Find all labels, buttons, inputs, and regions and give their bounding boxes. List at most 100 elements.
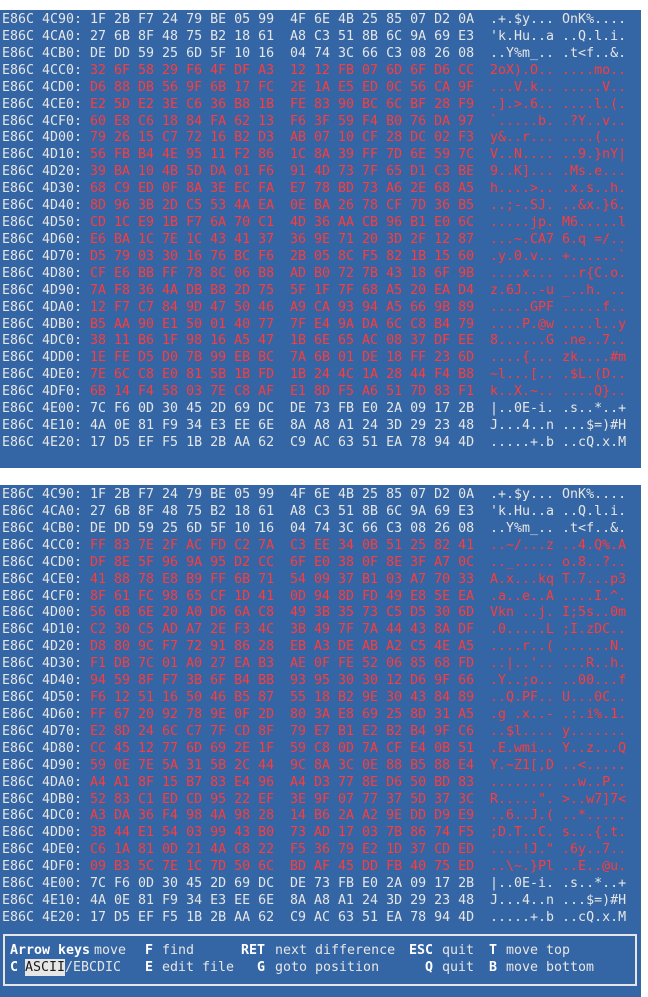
hex-row-diff: E86C 4DB0: 52 83 C1 ED CD 95 22 EF 3E 9F 0…	[0, 791, 641, 808]
key: C	[10, 960, 19, 975]
hex-bytes: A4 D3 77 8E D6 50 BD 83	[290, 774, 475, 790]
hex-bytes: 3B 49 7F 7A 44 43 8A DF	[290, 622, 475, 638]
hex-row: E86C 4E20: 17 D5 EF F5 1B 2B AA 62 C9 AC 6…	[0, 434, 641, 451]
hex-bytes: 12 12 FB 07 6D 6F D6 CC	[290, 62, 475, 78]
ascii-text: .Y..;o.. ..00...f	[490, 673, 627, 689]
key: Arrow keys	[10, 943, 91, 958]
key: ESC	[409, 943, 434, 958]
ascii-text: .+.$y... OnK%....	[490, 487, 627, 502]
ascii-text: Vkn ..j. I;5s..0m	[490, 605, 627, 621]
hex-bytes: 0E BA 26 78 CF 7D 36 B5	[290, 198, 475, 214]
hex-row: E86C 4C90: 1F 2B F7 24 79 BE 05 99 4F 6E 4…	[0, 486, 641, 503]
hex-row-diff: E86C 4CF0: 8F 61 FC 98 65 CF 1D 41 0D 94 8…	[0, 588, 641, 605]
hex-bytes: C3 EE 34 0B 51 25 82 41	[290, 537, 475, 553]
hex-row-diff: E86C 4D10: 56 FB B4 4E 95 11 F2 86 1C 8A 3…	[0, 146, 641, 163]
hex-row-diff: E86C 4D40: 8D 96 3B 2D C5 53 4A EA 0E BA 2…	[0, 197, 641, 214]
hex-bytes: 38 11 B6 1F 98 16 A5 47	[90, 333, 275, 349]
address: E86C 4E00:	[2, 401, 83, 417]
address: E86C 4D70:	[2, 723, 83, 739]
address: E86C 4CB0:	[2, 520, 83, 536]
key-desc: move	[94, 943, 127, 958]
address: E86C 4CF0:	[2, 113, 83, 129]
key-desc: goto position	[275, 960, 380, 975]
ascii-text: Y.~Z1[,D ..<.....	[490, 757, 627, 773]
hex-bytes: C9 AC 63 51 EA 78 94 4D	[290, 910, 475, 925]
address: E86C 4E20:	[2, 435, 83, 450]
hex-bytes: 79 E7 B1 E2 B2 B4 9F C6	[290, 723, 475, 739]
key: Q	[425, 960, 434, 975]
hex-bytes: A8 C3 51 8B 6C 9A 69 E3	[290, 503, 475, 519]
hex-bytes: 54 09 37 B1 03 A7 70 33	[290, 571, 475, 587]
ascii-text: |..0E-i. .s..*..+	[490, 401, 627, 417]
address: E86C 4DD0:	[2, 350, 83, 366]
address: E86C 4DD0:	[2, 825, 83, 841]
hex-bytes: 60 E8 C6 18 84 FA 62 13	[90, 113, 275, 129]
ascii-text: .....+.b ..cQ.x.M	[490, 435, 627, 450]
hex-row-diff: E86C 4D60: E6 BA 1C 7E 1C 43 41 37 36 9E 7…	[0, 231, 641, 248]
hex-bytes: 49 3B 35 73 C5 D5 30 6D	[290, 605, 475, 621]
key-desc: move top	[506, 943, 571, 958]
hex-row-diff: E86C 4CE0: 41 88 78 E8 B9 FF 6B 71 54 09 3…	[0, 571, 641, 588]
address: E86C 4D40:	[2, 673, 83, 689]
ascii-text: ...~.CA7 6.q =/..	[490, 231, 627, 247]
hex-bytes: 7C F6 0D 30 45 2D 69 DC	[90, 876, 275, 892]
key-desc: next difference	[275, 943, 396, 958]
address: E86C 4D20:	[2, 639, 83, 655]
hex-bytes: 7E 6C C8 E0 81 5B 1B FD	[90, 367, 275, 383]
ascii-text: .+.$y... OnK%....	[490, 12, 627, 27]
address: E86C 4D80:	[2, 740, 83, 756]
hex-bytes: E2 8D 24 6C C7 7F CD 8F	[90, 723, 275, 739]
hex-bytes: 1F 2B F7 24 79 BE 05 99	[90, 12, 275, 27]
ascii-text: 2oX).O.. ....mo..	[490, 62, 627, 78]
hex-bytes: E1 8D F5 A6 51 7D 83 F1	[290, 384, 475, 400]
hex-bytes: FF 67 20 92 78 9E 0F 2D	[90, 706, 275, 722]
hex-bytes: 17 D5 EF F5 1B 2B AA 62	[90, 910, 275, 925]
hex-bytes: 5F 1F 7F 68 A5 20 EA D4	[290, 282, 475, 298]
address: E86C 4D30:	[2, 181, 83, 197]
hex-bytes: AD B0 72 7B 43 18 6F 9B	[290, 265, 475, 281]
hex-row: E86C 4E20: 17 D5 EF F5 1B 2B AA 62 C9 AC 6…	[0, 909, 641, 926]
hex-bytes: 27 6B 8F 48 75 B2 18 61	[90, 28, 275, 44]
hex-row: E86C 4E10: 4A 0E 81 F9 34 E3 EE 6E 8A A8 A…	[0, 892, 641, 909]
hex-bytes: 68 C9 ED 0F 8A 3E EC FA	[90, 181, 275, 197]
hex-bytes: E2 5D E2 3E C6 36 B8 1B	[90, 96, 275, 112]
hex-row-diff: E86C 4D90: 59 0E 7E 5A 31 5B 2C 44 9C 8A 3…	[0, 757, 641, 774]
key-desc: quit	[442, 943, 475, 958]
hex-bytes: 04 74 3C 66 C3 08 26 08	[290, 45, 475, 61]
ascii-text: ........ ..w..P..	[490, 774, 627, 790]
hex-bytes: EB A3 DE AB A2 C5 4E A5	[290, 639, 475, 655]
hex-bytes: B5 AA 90 E1 50 01 40 77	[90, 316, 275, 332]
address: E86C 4D60:	[2, 706, 83, 722]
ascii-text: 'k.Hu..a ..Q.l.i.	[490, 503, 627, 519]
hex-bytes: 3B 44 E1 54 03 99 43 B0	[90, 825, 275, 841]
ascii-text: .....GPF .....f..	[490, 299, 627, 315]
hex-row-diff: E86C 4DC0: 38 11 B6 1F 98 16 A5 47 1B 6E 6…	[0, 332, 641, 349]
hex-bytes: DE DD 59 25 6D 5F 10 16	[90, 520, 275, 536]
hex-row-diff: E86C 4DD0: 3B 44 E1 54 03 99 43 B0 73 AD 1…	[0, 824, 641, 841]
hex-row-diff: E86C 4D80: CF E6 BB FF 78 8C 06 B8 AD B0 7…	[0, 265, 641, 282]
ascii-text: ...V.k.. .....V..	[490, 79, 627, 95]
ascii-text: J...4..n ...$=)#H	[490, 418, 627, 434]
address: E86C 4CF0:	[2, 588, 83, 604]
hex-row-diff: E86C 4DC0: A3 DA 36 F4 98 4A 98 28 14 B6 2…	[0, 807, 641, 824]
hex-row: E86C 4E10: 4A 0E 81 F9 34 E3 EE 6E 8A A8 A…	[0, 417, 641, 434]
hex-bytes: 7C F6 0D 30 45 2D 69 DC	[90, 401, 275, 417]
hex-bytes: 52 83 C1 ED CD 95 22 EF	[90, 791, 275, 807]
hex-bytes: 4D 36 AA CB 96 B1 E0 6C	[290, 215, 475, 231]
key-desc: /EBCDIC	[65, 960, 122, 975]
hex-bytes: 8A A8 A1 24 3D 29 23 48	[290, 893, 475, 909]
hex-row-diff: E86C 4DD0: 1E FE D5 D0 7B 99 EB BC 7A 6B 0…	[0, 349, 641, 366]
hex-row-diff: E86C 4CC0: 32 6F 58 29 F6 4F DF A3 12 12 F…	[0, 62, 641, 79]
hex-bytes: F6 3F 59 F4 B0 76 DA 97	[290, 113, 475, 129]
hex-bytes: 4A 0E 81 F9 34 E3 EE 6E	[90, 893, 275, 909]
ascii-text: .._..... o.8..?..	[490, 554, 627, 570]
address: E86C 4D40:	[2, 198, 83, 214]
hex-bytes: A8 C3 51 8B 6C 9A 69 E3	[290, 28, 475, 44]
ascii-text: `.....b. .?Y..v..	[490, 113, 627, 129]
hex-row-diff: E86C 4D60: FF 67 20 92 78 9E 0F 2D 80 3A E…	[0, 706, 641, 723]
ascii-text: A.x...kq T.7...p3	[490, 571, 627, 587]
hex-row-diff: E86C 4DA0: 12 F7 C7 84 9D 47 50 46 A9 CA 9…	[0, 299, 641, 316]
hex-pane-top: E86C 4C90: 1F 2B F7 24 79 BE 05 99 4F 6E 4…	[0, 10, 641, 468]
hex-row-diff: E86C 4D00: 79 26 15 C7 72 16 B2 D3 AB 07 1…	[0, 129, 641, 146]
hex-bytes: 27 6B 8F 48 75 B2 18 61	[90, 503, 275, 519]
